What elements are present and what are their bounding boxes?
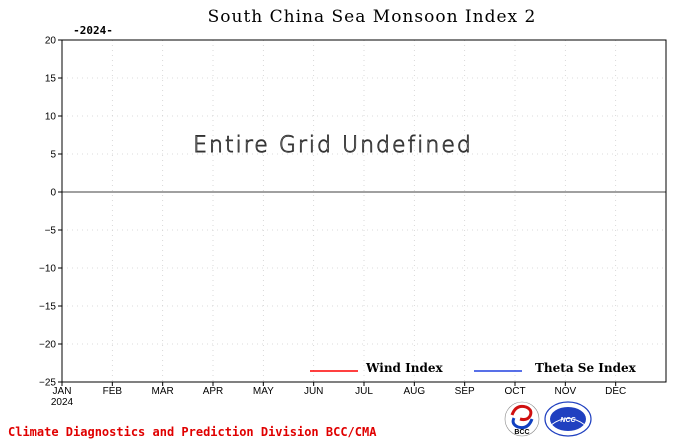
x-tick-label: MAR [152,386,174,397]
x-year-label: 2024 [51,397,74,408]
x-tick-label: JAN [53,386,72,397]
x-tick-label: DEC [605,386,626,397]
x-tick-label: MAY [253,386,274,397]
y-axis-ticks: 20 15 10 5 0 −5 −10 −15 −20 −25 [39,36,62,389]
footer-credit: Climate Diagnostics and Prediction Divis… [8,425,377,439]
y-tick-label: −10 [39,264,56,275]
year-label: -2024- [73,24,113,37]
legend-label: Theta Se Index [535,361,637,375]
plot-frame [61,39,667,383]
ncc-logo: NCC [544,401,592,437]
y-tick-label: 20 [45,36,57,47]
x-tick-label: APR [203,386,224,397]
x-tick-label: NOV [554,386,576,397]
x-tick-label: OCT [504,386,525,397]
x-tick-label: JUL [355,386,373,397]
grid-lines [62,40,666,382]
y-tick-label: −20 [39,340,56,351]
y-tick-label: 5 [50,150,56,161]
x-axis-ticks: JAN FEB MAR APR MAY JUN JUL AUG SEP OCT NOV DEC [53,382,626,397]
legend-label: Wind Index [365,361,443,375]
legend: Wind Index Theta Se Index [310,361,637,375]
y-tick-label: −5 [45,226,57,237]
bcc-logo: BCC [504,401,540,437]
x-tick-label: SEP [455,386,475,397]
ncc-logo-text: NCC [560,417,576,424]
bcc-logo-text: BCC [514,429,529,436]
y-tick-label: −15 [39,302,56,313]
y-tick-label: 10 [45,112,57,123]
y-tick-label: −25 [39,378,56,389]
x-tick-label: FEB [103,386,123,397]
undefined-grid-annotation: Entire Grid Undefined [193,133,473,158]
x-tick-label: AUG [403,386,425,397]
y-tick-label: 0 [50,188,56,199]
chart-title: South China Sea Monsoon Index 2 [208,7,537,27]
x-tick-label: JUN [304,386,323,397]
y-tick-label: 15 [45,74,57,85]
